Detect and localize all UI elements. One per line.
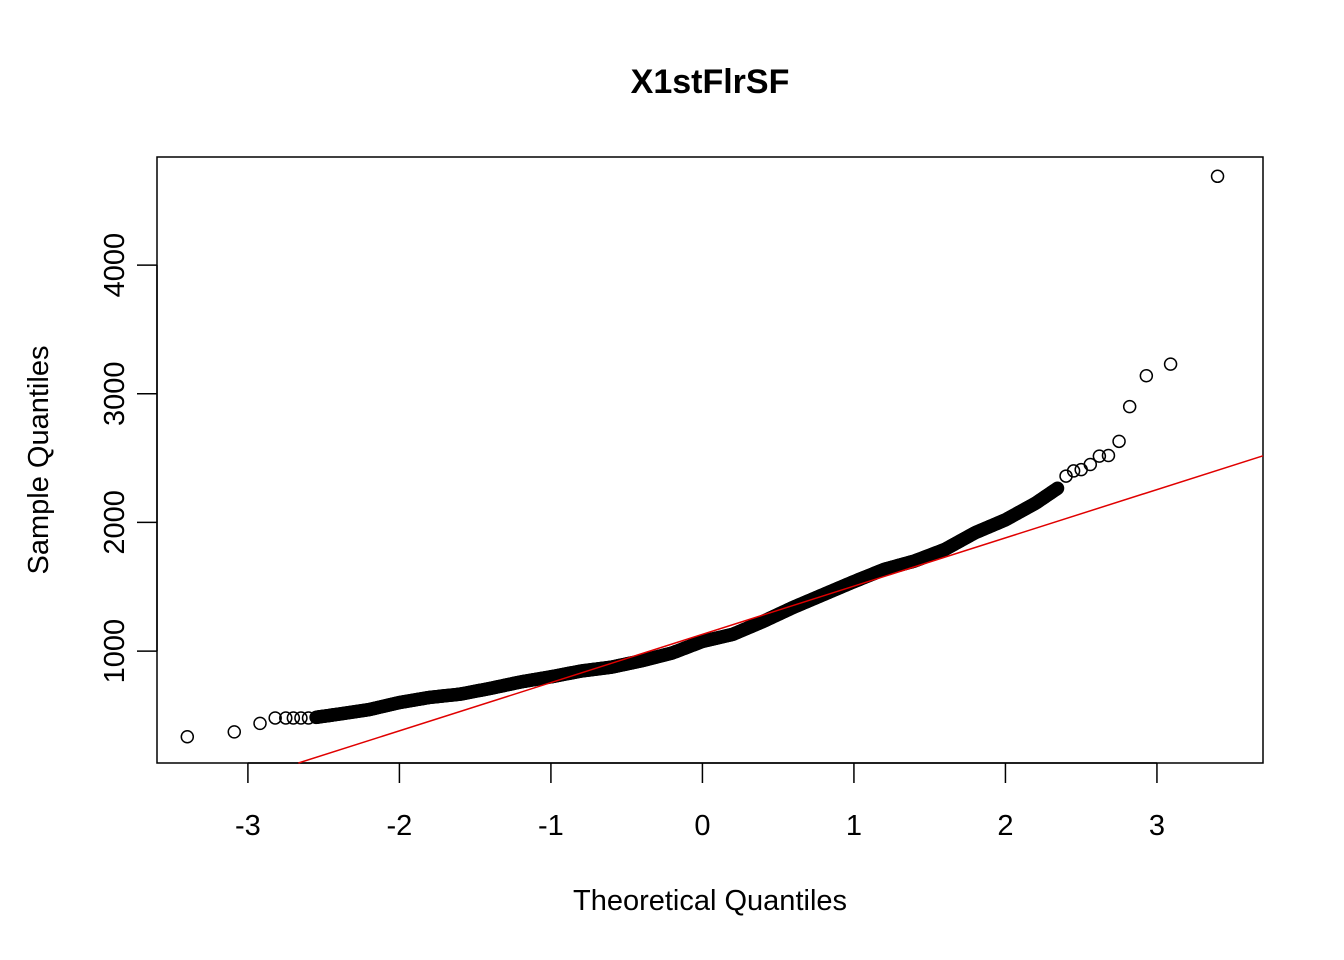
y-tick-label: 3000 (99, 361, 131, 426)
x-tick-label: -3 (235, 810, 261, 842)
data-point (1066, 464, 1081, 478)
data-point (286, 711, 301, 725)
data-point (180, 730, 195, 744)
x-tick-label: -2 (387, 810, 413, 842)
x-axis: -3 -2 -1 0 1 2 3 (235, 762, 1165, 842)
data-points (180, 169, 1225, 744)
x-tick-label: 3 (1149, 810, 1165, 842)
x-axis-label: Theoretical Quantiles (573, 885, 847, 917)
data-point (268, 711, 282, 725)
data-point (1139, 368, 1154, 383)
data-point (1092, 449, 1107, 463)
x-tick-label: 2 (997, 810, 1013, 842)
y-tick-label: 1000 (99, 619, 131, 684)
reference-line (298, 455, 1264, 764)
data-point (1101, 448, 1116, 463)
data-point (1112, 434, 1126, 449)
data-point (1074, 462, 1088, 477)
x-tick-label: 0 (694, 810, 710, 842)
plot-frame (156, 156, 1264, 764)
y-axis-label: Sample Quantiles (23, 346, 55, 575)
chart-title: X1stFlrSF (631, 63, 790, 101)
data-point (253, 716, 267, 731)
data-point (1163, 357, 1178, 371)
y-axis: 1000 2000 3000 4000 (99, 233, 158, 684)
data-point (1083, 457, 1098, 472)
y-tick-label: 2000 (99, 490, 131, 555)
reference-line-group (298, 455, 1264, 764)
data-point (301, 711, 316, 725)
data-point (279, 711, 293, 725)
data-point (1050, 481, 1065, 496)
data-point (227, 725, 242, 739)
x-tick-label: 1 (846, 810, 862, 842)
data-point (1210, 169, 1225, 184)
x-tick-label: -1 (538, 810, 564, 842)
data-point (294, 711, 308, 725)
data-point (1122, 399, 1137, 414)
y-tick-label: 4000 (99, 233, 131, 298)
